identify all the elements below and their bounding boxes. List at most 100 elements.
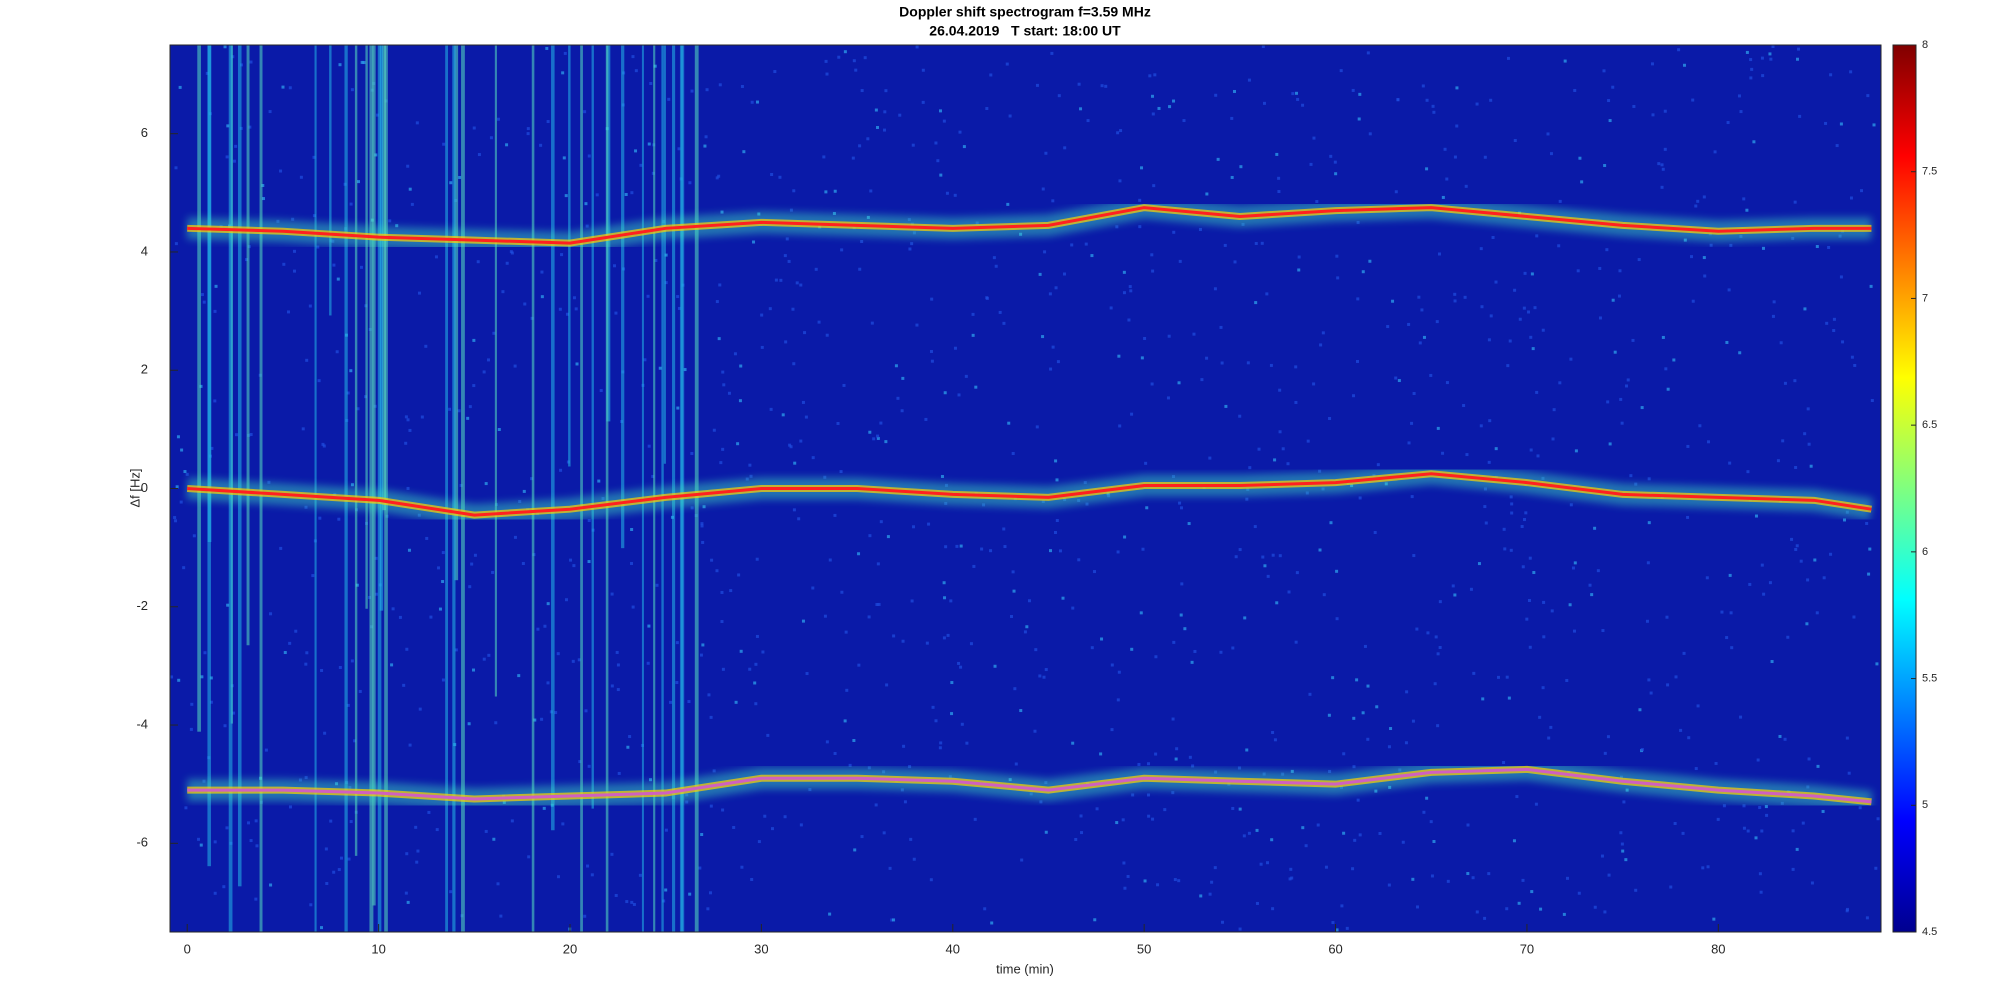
speckle bbox=[1322, 593, 1326, 597]
speckle bbox=[1445, 381, 1449, 385]
stripe bbox=[663, 45, 666, 464]
speckle bbox=[415, 121, 419, 125]
speckle bbox=[1361, 711, 1365, 715]
speckle bbox=[1412, 392, 1416, 396]
speckle bbox=[1116, 698, 1120, 702]
speckle bbox=[1729, 243, 1733, 247]
speckle bbox=[564, 598, 568, 602]
speckle bbox=[1386, 325, 1390, 329]
speckle bbox=[857, 663, 861, 667]
speckle bbox=[1709, 243, 1713, 247]
speckle bbox=[1566, 876, 1570, 880]
speckle bbox=[664, 828, 668, 832]
speckle bbox=[1143, 336, 1147, 340]
speckle bbox=[482, 370, 486, 374]
speckle bbox=[415, 860, 419, 864]
speckle bbox=[852, 59, 856, 63]
speckle bbox=[1621, 849, 1625, 853]
speckle bbox=[720, 620, 724, 624]
speckle bbox=[1483, 916, 1487, 920]
speckle bbox=[1870, 399, 1874, 403]
speckle bbox=[1263, 564, 1267, 568]
speckle bbox=[572, 564, 576, 568]
speckle bbox=[556, 652, 560, 656]
speckle bbox=[1835, 144, 1839, 148]
speckle bbox=[1154, 655, 1158, 659]
speckle bbox=[1573, 88, 1577, 92]
speckle bbox=[717, 174, 721, 178]
speckle bbox=[1624, 858, 1628, 862]
speckle bbox=[1355, 678, 1359, 682]
speckle bbox=[683, 368, 687, 372]
speckle bbox=[912, 525, 916, 529]
speckle bbox=[1205, 192, 1209, 196]
stripe bbox=[329, 45, 332, 316]
speckle bbox=[1294, 640, 1298, 644]
speckle bbox=[1529, 448, 1533, 452]
speckle bbox=[664, 888, 668, 892]
speckle bbox=[1574, 449, 1578, 453]
stripe bbox=[445, 45, 449, 932]
speckle bbox=[1847, 771, 1851, 775]
speckle bbox=[1611, 85, 1615, 89]
speckle bbox=[965, 741, 969, 745]
colorbar-tick-label: 4.5 bbox=[1922, 926, 1937, 938]
speckle bbox=[718, 83, 722, 87]
speckle bbox=[1216, 157, 1220, 161]
speckle bbox=[287, 310, 291, 314]
speckle bbox=[690, 506, 694, 510]
speckle bbox=[1663, 109, 1667, 113]
speckle bbox=[1665, 615, 1669, 619]
speckle bbox=[1657, 162, 1661, 166]
speckle bbox=[1702, 256, 1706, 260]
speckle bbox=[630, 191, 634, 195]
speckle bbox=[586, 864, 590, 868]
speckle bbox=[1200, 378, 1204, 382]
speckle bbox=[738, 399, 742, 403]
speckle bbox=[584, 709, 588, 713]
speckle bbox=[700, 833, 704, 837]
speckle bbox=[677, 306, 681, 310]
speckle bbox=[1674, 675, 1678, 679]
speckle bbox=[322, 444, 326, 448]
speckle bbox=[1661, 335, 1665, 339]
colorbar-tick-label: 6.5 bbox=[1922, 419, 1937, 431]
speckle bbox=[350, 659, 354, 663]
speckle bbox=[1795, 847, 1799, 851]
speckle bbox=[1278, 430, 1282, 434]
speckle bbox=[649, 778, 653, 782]
speckle bbox=[646, 661, 650, 665]
speckle bbox=[1714, 761, 1718, 765]
speckle bbox=[561, 71, 565, 75]
speckle bbox=[1172, 230, 1176, 234]
speckle bbox=[1376, 463, 1380, 467]
speckle bbox=[1725, 340, 1729, 344]
speckle bbox=[183, 470, 187, 474]
speckle bbox=[1062, 272, 1066, 276]
speckle bbox=[1093, 570, 1097, 574]
speckle bbox=[1318, 548, 1322, 552]
speckle bbox=[1007, 421, 1011, 425]
speckle bbox=[833, 189, 837, 193]
speckle bbox=[1807, 442, 1811, 446]
speckle bbox=[288, 641, 292, 645]
speckle bbox=[788, 443, 792, 447]
speckle bbox=[1794, 547, 1798, 551]
speckle bbox=[324, 847, 328, 851]
speckle bbox=[1512, 839, 1516, 843]
speckle bbox=[1179, 506, 1183, 510]
speckle bbox=[1791, 829, 1795, 833]
stripe bbox=[372, 45, 376, 906]
speckle bbox=[840, 590, 844, 594]
speckle bbox=[349, 202, 353, 206]
speckle bbox=[1220, 361, 1224, 365]
speckle bbox=[1825, 321, 1829, 325]
speckle bbox=[1488, 419, 1492, 423]
speckle bbox=[1048, 292, 1052, 296]
speckle bbox=[1565, 678, 1569, 682]
speckle bbox=[1742, 197, 1746, 201]
speckle bbox=[1475, 102, 1479, 106]
speckle bbox=[1781, 439, 1785, 443]
speckle bbox=[1213, 866, 1217, 870]
speckle bbox=[359, 265, 363, 269]
